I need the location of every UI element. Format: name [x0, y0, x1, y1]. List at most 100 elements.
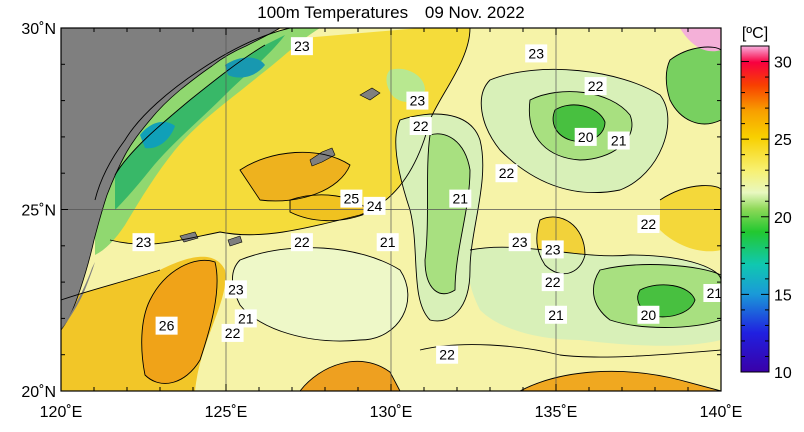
contour-label-text: 21	[380, 234, 396, 250]
y-tick-label: 30˚N	[21, 21, 56, 38]
contour-coastal-2	[114, 44, 266, 176]
contour-22-north	[480, 68, 669, 194]
contour-label-bg	[234, 309, 257, 328]
colorbar-tick-label: 30	[774, 55, 792, 72]
contour-22-west	[395, 113, 484, 322]
contour-east	[659, 185, 721, 201]
contour-label: 22	[637, 215, 660, 234]
contour-label-bg	[449, 189, 472, 208]
contour-label: 23	[525, 44, 548, 63]
contour-label-text: 20	[578, 129, 594, 145]
contour-label-bg	[155, 316, 178, 335]
contour-label: 20	[637, 305, 660, 324]
contour-label-bg	[637, 215, 660, 234]
y-tick-label: 20˚N	[21, 384, 56, 401]
contour-22-south	[419, 344, 721, 358]
contour-label-text: 23	[136, 234, 152, 250]
contour-label: 21	[234, 309, 257, 328]
contour-label: 24	[363, 196, 386, 215]
contour-label-text: 21	[707, 285, 723, 301]
contour-23-east	[536, 216, 586, 275]
colorbar-unit-label: [ºC]	[742, 25, 768, 42]
contour-20-southeast	[637, 284, 696, 318]
contour-label-bg	[703, 283, 726, 302]
contour-label-text: 22	[439, 347, 455, 363]
contour-label-text: 25	[344, 191, 360, 207]
colorbar-tick-label: 25	[774, 132, 792, 149]
contour-label-text: 22	[225, 325, 241, 341]
warm-core-26	[141, 260, 218, 384]
contour-label: 20	[574, 127, 597, 146]
colorbar-gradient	[740, 45, 770, 373]
contour-label-text: 21	[238, 310, 254, 326]
contour-label-text: 21	[453, 191, 469, 207]
contour-northeast	[665, 46, 721, 125]
contour-label-bg	[221, 323, 244, 342]
warm-patch-south	[300, 361, 400, 391]
contour-label: 23	[224, 280, 247, 299]
colorbar-tick-label: 10	[774, 365, 792, 382]
pink-warm-corner	[680, 28, 721, 52]
contour-label-text: 22	[294, 234, 310, 250]
contour-label-text: 23	[545, 241, 561, 257]
contour-label-bg	[290, 233, 313, 252]
contour-label: 22	[221, 323, 244, 342]
y-axis: 30˚N 25˚N 20˚N	[21, 21, 56, 401]
contour-label: 22	[290, 233, 313, 252]
contour-label-text: 21	[548, 307, 564, 323]
x-tick-label: 120˚E	[40, 404, 83, 421]
contour-label: 22	[495, 164, 518, 183]
contour-label: 22	[584, 77, 607, 96]
contour-label-bg	[224, 280, 247, 299]
colorbar-ticks: 30 25 20 15 10	[741, 45, 792, 382]
contour-label: 21	[545, 305, 567, 324]
contour-label-text: 22	[499, 165, 515, 181]
contour-label-bg	[607, 131, 630, 150]
contour-label-text: 21	[611, 133, 627, 149]
pale-region-central	[232, 247, 408, 341]
cold-spot-1	[140, 121, 175, 149]
contour-label-bg	[584, 77, 607, 96]
contour-southwest	[61, 269, 161, 301]
x-tick-label: 125˚E	[205, 404, 248, 421]
island-miyako	[227, 235, 243, 247]
contour-label-text: 22	[641, 216, 657, 232]
contour-label: 21	[607, 131, 630, 150]
contour-label-bg	[508, 233, 531, 252]
cool-patch-northeast	[666, 47, 721, 124]
chart-date: 09 Nov. 2022	[425, 3, 525, 22]
contour-label-bg	[525, 44, 548, 63]
island-okinawa	[309, 147, 336, 167]
contour-22-central	[232, 247, 409, 342]
contour-26	[141, 259, 218, 384]
colorbar-tick-label: 20	[774, 210, 792, 227]
contour-lines	[61, 28, 721, 391]
x-tick-label: 135˚E	[535, 404, 578, 421]
contour-label-text: 23	[228, 281, 244, 297]
contour-label-text: 23	[294, 38, 310, 54]
contour-label-bg	[376, 233, 399, 252]
contour-label-bg	[541, 240, 564, 259]
contour-label-text: 22	[588, 78, 604, 94]
chart-title: 100m Temperatures 09 Nov. 2022	[257, 3, 524, 22]
contour-label-text: 23	[512, 234, 528, 250]
axis-minor-ticks	[60, 27, 722, 392]
temperature-field	[61, 28, 721, 391]
contour-label-bg	[436, 345, 459, 364]
contour-label: 22	[541, 273, 564, 292]
contour-label-bg	[409, 117, 432, 136]
contour-label-bg	[363, 196, 386, 215]
contour-south-2	[519, 370, 721, 391]
contour-label: 25	[340, 189, 363, 208]
colorbar: [ºC] 30 25 20 15 10	[740, 25, 792, 382]
y-tick-label: 25˚N	[21, 203, 56, 220]
contour-label: 23	[541, 240, 564, 259]
land-mainland	[61, 28, 281, 331]
contour-label-bg	[340, 189, 363, 208]
contour-label: 26	[155, 316, 178, 335]
contour-label-text: 24	[367, 198, 383, 214]
contour-label-text: 22	[413, 118, 429, 134]
contour-label: 22	[409, 117, 432, 136]
